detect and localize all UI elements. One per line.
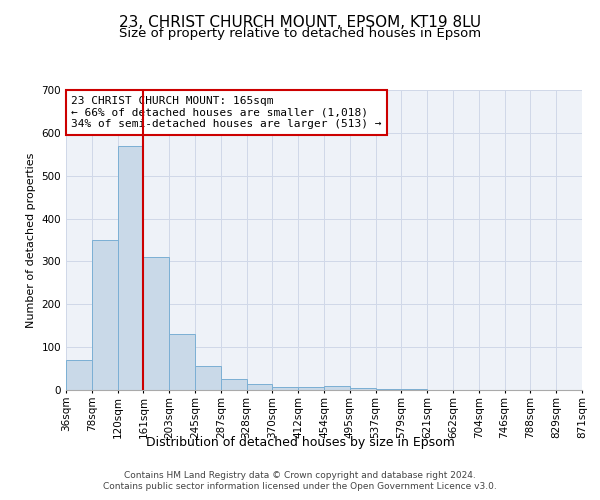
Bar xyxy=(272,387,298,390)
Bar xyxy=(195,366,221,390)
Bar xyxy=(247,384,272,390)
Bar xyxy=(350,388,376,390)
Bar xyxy=(66,360,92,390)
Bar xyxy=(298,386,324,390)
Bar xyxy=(143,257,169,390)
Text: 23 CHRIST CHURCH MOUNT: 165sqm
← 66% of detached houses are smaller (1,018)
34% : 23 CHRIST CHURCH MOUNT: 165sqm ← 66% of … xyxy=(71,96,382,129)
Bar xyxy=(376,388,401,390)
Text: Contains HM Land Registry data © Crown copyright and database right 2024.: Contains HM Land Registry data © Crown c… xyxy=(124,471,476,480)
Bar xyxy=(221,380,247,390)
Text: Size of property relative to detached houses in Epsom: Size of property relative to detached ho… xyxy=(119,28,481,40)
Bar xyxy=(401,389,427,390)
Bar xyxy=(118,146,143,390)
Text: Distribution of detached houses by size in Epsom: Distribution of detached houses by size … xyxy=(146,436,454,449)
Text: 23, CHRIST CHURCH MOUNT, EPSOM, KT19 8LU: 23, CHRIST CHURCH MOUNT, EPSOM, KT19 8LU xyxy=(119,15,481,30)
Bar xyxy=(169,334,195,390)
Bar xyxy=(92,240,118,390)
Y-axis label: Number of detached properties: Number of detached properties xyxy=(26,152,36,328)
Bar xyxy=(324,386,350,390)
Text: Contains public sector information licensed under the Open Government Licence v3: Contains public sector information licen… xyxy=(103,482,497,491)
